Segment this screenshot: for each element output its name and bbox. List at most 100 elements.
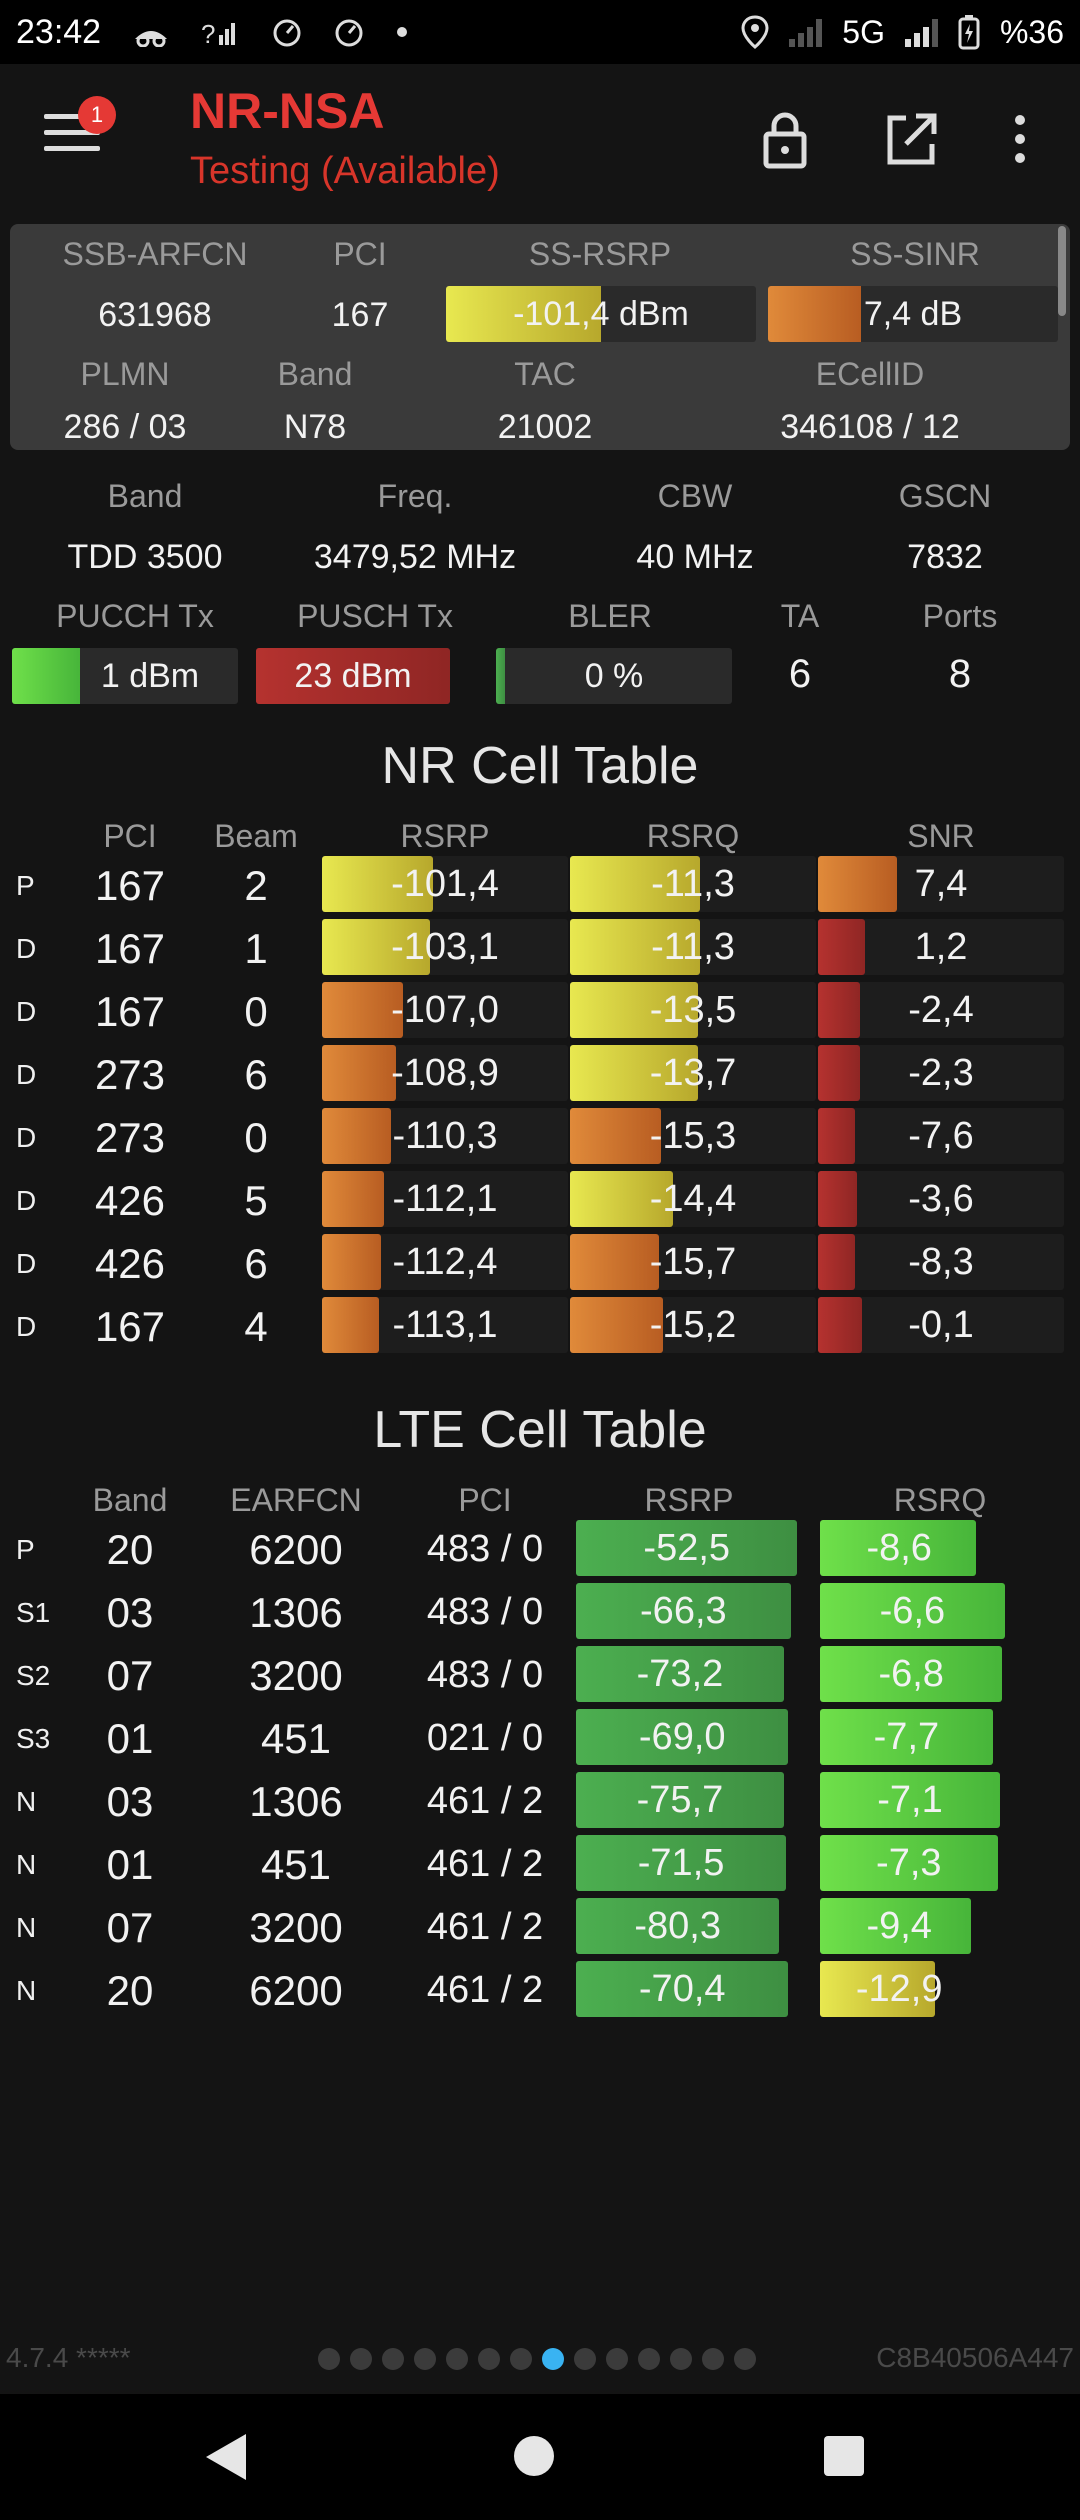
snr-bar: -8,3 xyxy=(818,1234,1064,1290)
open-in-new-icon[interactable] xyxy=(876,104,946,174)
page-dot[interactable] xyxy=(446,2348,468,2370)
rsrq-cell: -7,7 xyxy=(873,1716,940,1758)
rsrp-cell: -80,3 xyxy=(634,1905,721,1947)
lte-header-earfcn: EARFCN xyxy=(230,1482,362,1518)
pci-cell: 167 xyxy=(94,988,166,1035)
rsrq-cell: -8,6 xyxy=(866,1527,932,1569)
pucch-tx-fill xyxy=(12,648,80,704)
app-title: NR-NSA xyxy=(190,83,385,139)
ports-label: Ports xyxy=(922,598,998,634)
scrollbar[interactable] xyxy=(1058,226,1066,316)
rsrq-fill xyxy=(820,1961,936,2017)
recents-icon[interactable] xyxy=(824,2436,864,2476)
pucch-tx-value: 1 dBm xyxy=(100,657,200,695)
row-type: D xyxy=(16,996,37,1027)
rsrq-fill xyxy=(820,1772,1000,1828)
row-type: N xyxy=(16,1975,37,2006)
rsrq-cell: -9,4 xyxy=(866,1905,932,1947)
ta-label: TA xyxy=(780,598,820,634)
page-dot[interactable] xyxy=(542,2348,564,2370)
rsrp-fill xyxy=(576,1646,784,1702)
earfcn-cell: 6200 xyxy=(249,1967,343,2014)
page-dot[interactable] xyxy=(414,2348,436,2370)
cbw-label: CBW xyxy=(657,478,733,514)
page-dot[interactable] xyxy=(318,2348,340,2370)
band-cell: 01 xyxy=(106,1841,154,1888)
snr-fill xyxy=(818,1171,858,1227)
rsrq-cell: -15,2 xyxy=(649,1304,737,1346)
lock-icon[interactable] xyxy=(750,104,820,174)
rsrp-fill xyxy=(576,1961,789,2017)
rsrp-cell: -112,4 xyxy=(392,1241,498,1283)
snr-fill xyxy=(818,1045,860,1101)
page-indicator[interactable] xyxy=(318,2348,756,2370)
snr-cell: 1,2 xyxy=(914,926,968,968)
bler-bar: 0 % xyxy=(496,648,732,704)
snr-bar: 7,4 xyxy=(818,856,1064,912)
rsrp-bar: -113,1 xyxy=(322,1297,568,1353)
app-version: 4.7.4 ***** xyxy=(6,2342,131,2373)
beam-cell: 6 xyxy=(244,1240,268,1287)
lte-header-rsrq: RSRQ xyxy=(893,1482,987,1518)
ss-sinr-bar: 7,4 dB xyxy=(768,286,1058,342)
signal-question-icon: ? xyxy=(201,19,236,47)
menu-icon[interactable] xyxy=(44,114,100,160)
pci-cell: 167 xyxy=(94,1303,166,1350)
rsrp-cell: -70,4 xyxy=(638,1968,726,2010)
ta-value: 6 xyxy=(788,652,812,696)
snr-cell: -3,6 xyxy=(908,1178,974,1220)
rsrq-bar: -6,6 xyxy=(820,1583,1060,1639)
ssb-arfcn-value: 631968 xyxy=(98,296,212,334)
earfcn-cell: 1306 xyxy=(249,1589,343,1636)
page-dot[interactable] xyxy=(606,2348,628,2370)
page-dot[interactable] xyxy=(702,2348,724,2370)
location-icon xyxy=(741,15,769,49)
dot-icon xyxy=(397,27,408,37)
page-dot[interactable] xyxy=(478,2348,500,2370)
snr-fill xyxy=(818,856,897,912)
rsrq-bar: -8,6 xyxy=(820,1520,1060,1576)
rsrq-cell: -11,3 xyxy=(651,926,735,968)
snr-cell: -2,3 xyxy=(908,1052,974,1094)
lte-header-band: Band xyxy=(92,1482,168,1518)
signal-strength-icon xyxy=(904,17,938,47)
page-dot[interactable] xyxy=(574,2348,596,2370)
speedometer-icon xyxy=(335,19,363,47)
rsrp-cell: -112,1 xyxy=(392,1178,498,1220)
pci-cell: 426 xyxy=(94,1177,166,1224)
rsrp-fill xyxy=(576,1772,784,1828)
beam-cell: 1 xyxy=(244,925,268,972)
snr-cell: -8,3 xyxy=(908,1241,974,1283)
incognito-icon xyxy=(135,31,168,47)
rsrp-fill xyxy=(576,1520,798,1576)
bler-label: BLER xyxy=(568,598,652,634)
page-dot[interactable] xyxy=(382,2348,404,2370)
rsrq-fill xyxy=(570,1297,664,1353)
plmn-label: PLMN xyxy=(80,356,170,392)
band-label: Band xyxy=(277,356,353,392)
page-dot[interactable] xyxy=(734,2348,756,2370)
gscn-value: 7832 xyxy=(907,538,983,576)
snr-bar: -3,6 xyxy=(818,1171,1064,1227)
rsrp-fill xyxy=(322,1108,391,1164)
lte-cell-table-title: LTE Cell Table xyxy=(373,1401,707,1459)
ss-rsrp-value: -101,4 dBm xyxy=(513,295,689,333)
pci-cell: 461 / 2 xyxy=(426,1780,544,1822)
snr-cell: -7,6 xyxy=(908,1115,974,1157)
page-dot[interactable] xyxy=(638,2348,660,2370)
page-dot[interactable] xyxy=(670,2348,692,2370)
band-value: TDD 3500 xyxy=(67,538,223,576)
rsrp-bar: -108,9 xyxy=(322,1045,568,1101)
home-icon[interactable] xyxy=(514,2436,554,2476)
status-bar: 23:42 ? 5G %36 xyxy=(0,0,1080,64)
battery-charging-icon xyxy=(958,15,980,50)
speedometer-icon xyxy=(273,19,301,47)
snr-bar: -0,1 xyxy=(818,1297,1064,1353)
more-vert-icon[interactable] xyxy=(985,104,1055,174)
status-notification-icons: ? xyxy=(131,17,409,47)
lte-header-rsrp: RSRP xyxy=(644,1482,734,1518)
page-dot[interactable] xyxy=(510,2348,532,2370)
page-dot[interactable] xyxy=(350,2348,372,2370)
rsrq-fill xyxy=(820,1898,972,1954)
back-icon[interactable] xyxy=(200,2430,250,2484)
